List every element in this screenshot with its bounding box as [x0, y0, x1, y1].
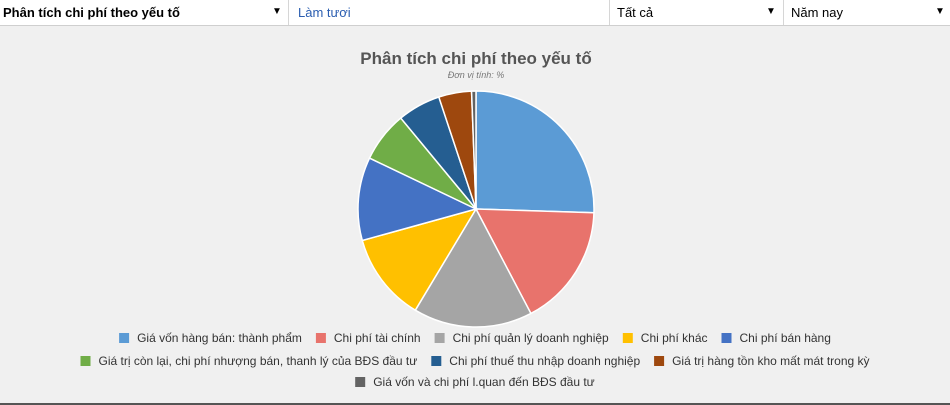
pie-slice[interactable]	[470, 90, 477, 210]
refresh-link[interactable]: Làm tươi	[298, 5, 351, 20]
legend-label: Giá vốn và chi phí l.quan đến BĐS đầu tư	[373, 375, 595, 389]
legend-label: Chi phí khác	[641, 331, 708, 345]
pie-slice[interactable]	[475, 90, 595, 214]
legend-label: Giá trị còn lại, chi phí nhượng bán, tha…	[99, 354, 418, 368]
period-select[interactable]: Năm nay	[791, 5, 844, 20]
pie-slice[interactable]	[474, 208, 595, 315]
legend-label: Chi phí thuế thu nhập doanh nghiệp	[449, 354, 640, 368]
pie-slice[interactable]	[357, 157, 479, 242]
toolbar-divider	[609, 0, 610, 25]
toolbar-divider	[783, 0, 784, 25]
legend-swatch	[315, 333, 326, 343]
pie-slice[interactable]	[414, 207, 532, 328]
legend-item[interactable]: Chi phí tài chính	[315, 331, 421, 345]
legend-item[interactable]: Chi phí quản lý doanh nghiệp	[434, 331, 609, 345]
toolbar-divider	[288, 0, 289, 25]
legend-item[interactable]: Giá vốn và chi phí l.quan đến BĐS đầu tư	[355, 375, 595, 389]
legend-swatch	[622, 333, 633, 343]
legend-swatch	[654, 356, 665, 366]
legend-label: Chi phí quản lý doanh nghiệp	[453, 331, 609, 345]
toolbar: Phân tích chi phí theo yếu tố ▼ Làm tươi…	[0, 0, 950, 26]
legend-swatch	[434, 333, 445, 343]
legend-label: Chi phí bán hàng	[740, 331, 831, 345]
legend-item[interactable]: Chi phí bán hàng	[721, 331, 831, 345]
legend-swatch	[119, 333, 130, 343]
legend-swatch	[355, 377, 366, 387]
legend-item[interactable]: Giá trị còn lại, chi phí nhượng bán, tha…	[80, 354, 418, 368]
legend-label: Chi phí tài chính	[334, 331, 421, 345]
pie-slice[interactable]	[361, 207, 478, 312]
chart-title: Phân tích chi phí theo yếu tố	[360, 49, 591, 68]
legend-swatch	[80, 356, 91, 366]
legend-label: Giá vốn hàng bán: thành phẩm	[137, 331, 302, 345]
legend-item[interactable]: Giá trị hàng tồn kho mất mát trong kỳ	[654, 354, 870, 368]
scope-select[interactable]: Tất cả	[617, 5, 654, 20]
pie-chart: Phân tích chi phí theo yếu tố Đơn vị tín…	[80, 49, 870, 389]
chart-subtitle: Đơn vị tính: %	[448, 70, 504, 80]
bottom-divider	[0, 403, 950, 405]
legend-swatch	[721, 333, 732, 343]
report-select-chevron-down-icon[interactable]: ▼	[272, 6, 282, 17]
legend-item[interactable]: Chi phí khác	[622, 331, 708, 345]
legend-swatch	[431, 356, 442, 366]
legend-label: Giá trị hàng tồn kho mất mát trong kỳ	[672, 354, 869, 368]
report-select[interactable]: Phân tích chi phí theo yếu tố	[3, 5, 180, 20]
legend-item[interactable]: Giá vốn hàng bán: thành phẩm	[119, 331, 302, 345]
legend-item[interactable]: Chi phí thuế thu nhập doanh nghiệp	[431, 354, 640, 368]
scope-select-chevron-down-icon[interactable]: ▼	[766, 6, 776, 17]
period-select-chevron-down-icon[interactable]: ▼	[935, 6, 945, 17]
